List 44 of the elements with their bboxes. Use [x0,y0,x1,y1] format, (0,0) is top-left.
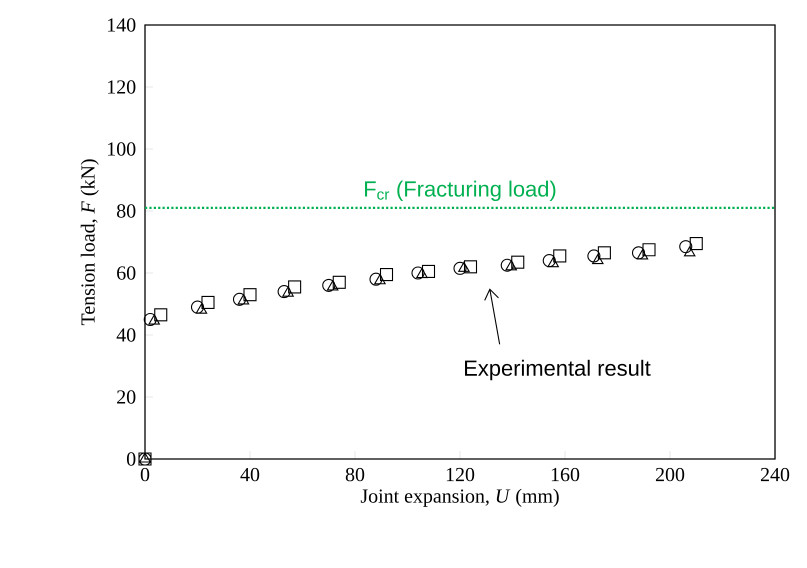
point [196,304,208,314]
point [587,249,600,262]
point [326,280,338,290]
point [500,258,514,272]
point [636,249,648,260]
point [411,266,425,280]
point [547,257,559,268]
point [679,240,692,254]
x-tick-label: 200 [656,468,684,482]
x-tick-label: 40 [240,468,260,482]
x-tick-label: 80 [346,468,364,482]
point [642,243,656,256]
point [422,264,436,278]
point [464,260,478,274]
point [458,262,470,272]
point [148,314,160,325]
x-tick-label: 240 [760,468,790,482]
point [282,286,294,297]
point [374,274,386,284]
y-tick-label: 20 [117,390,136,404]
point [453,262,467,275]
x-tick-label: 0 [140,468,150,482]
x-tick-label: 160 [552,468,580,482]
y-axis-title: Tension load, F (kN) [80,159,99,326]
y-tick-label: 80 [117,204,136,218]
x-tick-label: 120 [446,468,474,482]
annotation: Experimental result [465,360,651,380]
y-tick-label: 140 [108,18,136,32]
point [332,276,346,289]
point [139,452,151,463]
y-tick-label: 100 [108,142,136,156]
y-tick-label: 40 [116,328,136,342]
x-axis-title: Joint expansion, U (mm) [360,488,559,507]
point [416,268,428,278]
y-tick-label: 120 [108,80,136,94]
point [238,294,250,304]
y-tick-label: 60 [117,266,136,280]
point [505,260,517,270]
point [632,246,646,260]
ref-line-label: F$_{cr}$ (Fracturing load) [365,180,556,202]
y-tick-label: 0 [126,452,136,466]
point [322,278,336,292]
point [598,246,611,260]
point [511,256,524,269]
